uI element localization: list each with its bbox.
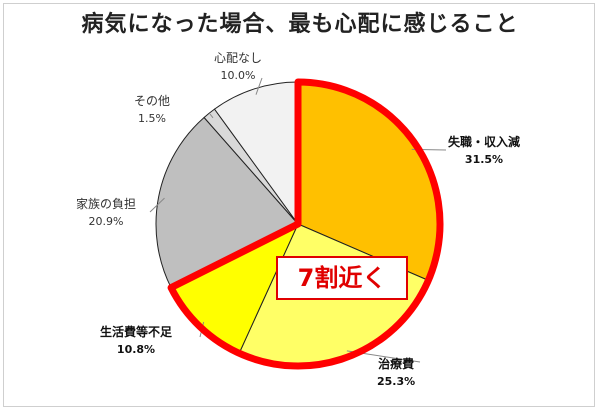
slice-label-treatment-cost: 治療費 25.3% [377,357,416,388]
highlight-outline [167,78,444,370]
slice-label-job-loss: 失職・収入減 31.5% [448,135,521,166]
slice-family-burden [155,116,299,289]
slice-label-living-cost: 生活費等不足 10.8% [100,325,173,356]
leader-line [149,197,165,213]
leader-line [255,77,263,95]
slice-label-other: その他 1.5% [134,94,171,125]
leader-line [209,113,214,119]
chart-title: 病気になった場合、最も心配に感じること [81,12,519,37]
slice-label-no-worry: 心配なし 10.0% [214,51,263,82]
callout-box: 7割近く [276,256,408,300]
slice-label-family-burden: 家族の負担 20.9% [76,197,137,228]
